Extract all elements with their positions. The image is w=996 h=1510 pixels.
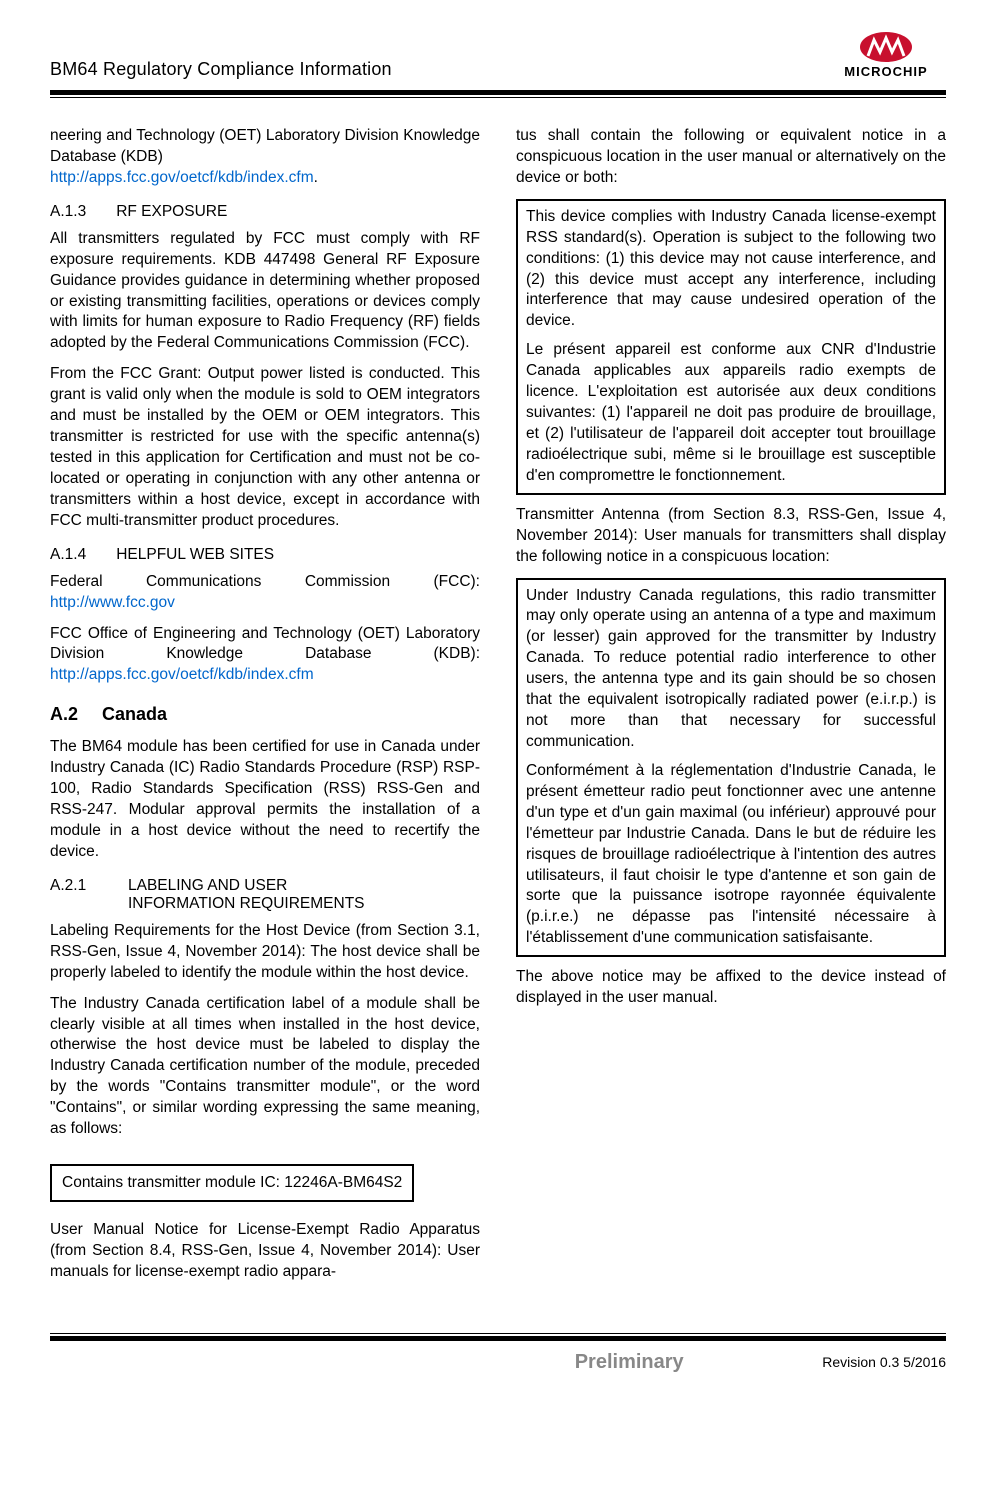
right-column: tus shall contain the following or equiv… [516, 126, 946, 1293]
intro-paragraph: neering and Technology (OET) Laboratory … [50, 126, 480, 189]
preliminary-label: Preliminary [436, 1351, 822, 1374]
header-rule-thick [50, 90, 946, 95]
box2-fr: Conformément à la réglementation d'Indus… [526, 761, 936, 949]
revision-label: Revision 0.3 5/2016 [822, 1354, 946, 1370]
content-columns: neering and Technology (OET) Laboratory … [50, 126, 946, 1293]
section-a13-heading: A.1.3 RF EXPOSURE [50, 203, 480, 221]
right-p1: tus shall contain the following or equiv… [516, 126, 946, 189]
a13-num: A.1.3 [50, 203, 86, 221]
kdb-link[interactable]: http://apps.fcc.gov/oetcf/kdb/index.cfm [50, 169, 314, 186]
a14-paragraph-2: FCC Office of Engineering and Technology… [50, 624, 480, 687]
section-a14-heading: A.1.4 HELPFUL WEB SITES [50, 546, 480, 564]
box1-en: This device complies with Industry Canad… [526, 207, 936, 333]
a21-num: A.2.1 [50, 877, 128, 895]
a14-p1-text: Federal Communications Commission (FCC): [50, 573, 480, 590]
a21-paragraph-3: User Manual Notice for License-Exempt Ra… [50, 1220, 480, 1283]
ic-label-box: Contains transmitter module IC: 12246A-B… [50, 1164, 414, 1202]
a14-p2-text: FCC Office of Engineering and Technology… [50, 625, 480, 663]
a21-title-l2: INFORMATION REQUIREMENTS [128, 895, 480, 913]
right-p3: The above notice may be affixed to the d… [516, 967, 946, 1009]
a14-title: HELPFUL WEB SITES [116, 546, 274, 564]
a13-paragraph-2: From the FCC Grant: Output power listed … [50, 364, 480, 531]
microchip-logo: MICROCHIP [826, 30, 946, 80]
a21-paragraph-1: Labeling Requirements for the Host Devic… [50, 921, 480, 984]
header-rule-thin [50, 97, 946, 98]
intro-dot: . [314, 169, 318, 186]
a13-paragraph-1: All transmitters regulated by FCC must c… [50, 229, 480, 355]
a2-paragraph-1: The BM64 module has been certified for u… [50, 737, 480, 863]
intro-text: neering and Technology (OET) Laboratory … [50, 127, 480, 165]
svg-text:MICROCHIP: MICROCHIP [844, 64, 927, 79]
page-header: BM64 Regulatory Compliance Information M… [50, 30, 946, 88]
microchip-logo-icon: MICROCHIP [826, 30, 946, 80]
compliance-notice-box-1: This device complies with Industry Canad… [516, 199, 946, 495]
a14-paragraph-1: Federal Communications Commission (FCC):… [50, 572, 480, 614]
left-column: neering and Technology (OET) Laboratory … [50, 126, 480, 1293]
box2-en: Under Industry Canada regulations, this … [526, 586, 936, 753]
section-a21-heading: A.2.1LABELING AND USER INFORMATION REQUI… [50, 877, 480, 913]
doc-title: BM64 Regulatory Compliance Information [50, 59, 392, 80]
section-a2-heading: A.2 Canada [50, 704, 480, 725]
box1-fr: Le présent appareil est conforme aux CNR… [526, 340, 936, 486]
kdb-link-2[interactable]: http://apps.fcc.gov/oetcf/kdb/index.cfm [50, 666, 314, 683]
a2-num: A.2 [50, 704, 78, 725]
a21-paragraph-2: The Industry Canada certification label … [50, 994, 480, 1140]
a14-num: A.1.4 [50, 546, 86, 564]
right-p2: Transmitter Antenna (from Section 8.3, R… [516, 505, 946, 568]
footer-rule-thin [50, 1333, 946, 1334]
a21-title-l1: LABELING AND USER [128, 877, 287, 894]
a13-title: RF EXPOSURE [116, 203, 227, 221]
compliance-notice-box-2: Under Industry Canada regulations, this … [516, 578, 946, 958]
page-footer: Preliminary Revision 0.3 5/2016 [50, 1341, 946, 1374]
fcc-link[interactable]: http://www.fcc.gov [50, 594, 175, 611]
a2-title: Canada [102, 704, 167, 725]
